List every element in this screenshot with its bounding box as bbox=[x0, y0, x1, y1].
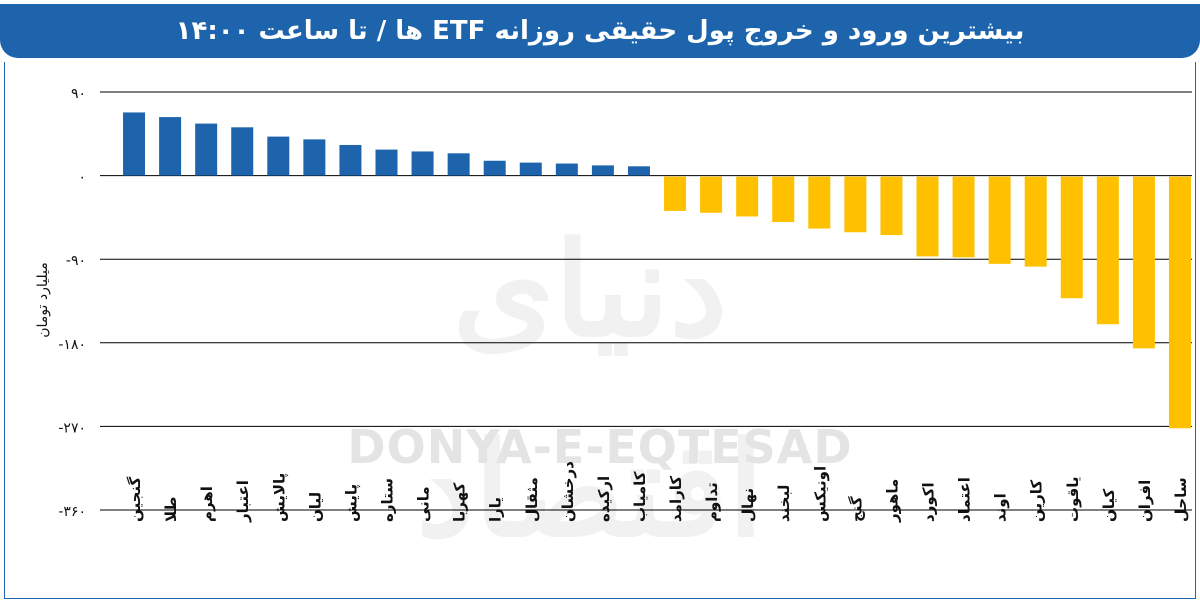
x-tick-label: اهرم bbox=[198, 486, 216, 522]
bar-15 bbox=[627, 166, 650, 176]
bar-4 bbox=[231, 127, 254, 176]
x-tick-label: کامیاب bbox=[631, 471, 649, 522]
x-tick-label: مانی bbox=[415, 486, 433, 522]
y-tick-label: ۰ bbox=[78, 170, 86, 186]
x-tick-label: کارین bbox=[1028, 480, 1046, 522]
x-tick-label: نهال bbox=[739, 488, 757, 522]
bar-25 bbox=[988, 176, 1011, 264]
bar-28 bbox=[1096, 176, 1119, 325]
x-tick-label: لبخند bbox=[775, 485, 793, 522]
bar-21 bbox=[844, 176, 867, 233]
x-tick-label: ماهور bbox=[883, 479, 901, 523]
bar-30 bbox=[1168, 176, 1191, 429]
bar-2 bbox=[159, 117, 182, 176]
x-tick-label: اونیکس bbox=[811, 466, 829, 522]
x-tick-label: پایش bbox=[342, 484, 361, 522]
x-tick-label: تداوم bbox=[703, 482, 721, 522]
bar-29 bbox=[1132, 176, 1155, 349]
chart-title: بیشترین ورود و خروج پول حقیقی روزانه ETF… bbox=[175, 16, 1025, 46]
bar-23 bbox=[916, 176, 939, 257]
bar-1 bbox=[123, 112, 146, 176]
x-tick-label: ساحل bbox=[1172, 477, 1190, 522]
watermark-text: DONYA-E-EQTESAD bbox=[347, 420, 853, 474]
bar-26 bbox=[1024, 176, 1047, 267]
x-tick-label: درخشان bbox=[559, 461, 577, 522]
y-tick-label: -۱۸۰ bbox=[58, 337, 86, 353]
bar-18 bbox=[736, 176, 759, 217]
x-tick-label: اعتماد bbox=[956, 477, 974, 522]
x-tick-label: کارامد bbox=[667, 476, 685, 522]
x-tick-label: اعتبار bbox=[234, 480, 252, 523]
watermark-logo: دنیای اقتصاد bbox=[416, 213, 764, 566]
x-tick-label: اکورد bbox=[920, 482, 938, 522]
bar-17 bbox=[700, 176, 723, 213]
bar-16 bbox=[664, 176, 687, 211]
x-tick-label: مثقال bbox=[523, 477, 541, 522]
bar-22 bbox=[880, 176, 903, 236]
bar-5 bbox=[267, 136, 290, 176]
x-tick-label: گنج bbox=[847, 496, 865, 522]
x-tick-label: پالایش bbox=[270, 473, 289, 522]
bar-20 bbox=[808, 176, 831, 229]
bar-3 bbox=[195, 123, 218, 176]
bar-12 bbox=[519, 162, 542, 176]
bar-24 bbox=[952, 176, 975, 258]
bar-7 bbox=[339, 144, 362, 176]
x-tick-label: کیان bbox=[1100, 488, 1118, 522]
bar-8 bbox=[375, 149, 398, 176]
bar-19 bbox=[772, 176, 795, 223]
x-tick-label: اوند bbox=[992, 493, 1010, 522]
bar-11 bbox=[483, 160, 506, 176]
x-tick-label: یارا bbox=[487, 497, 505, 522]
x-tick-label: لیان bbox=[306, 492, 324, 522]
y-tick-label: ۹۰ bbox=[71, 86, 86, 102]
y-tick-label: -۳۶۰ bbox=[58, 504, 86, 520]
bar-13 bbox=[555, 163, 578, 176]
bar-9 bbox=[411, 151, 434, 176]
header-bar bbox=[0, 4, 1200, 58]
x-tick-label: یاقوت bbox=[1064, 476, 1082, 522]
y-tick-label: -۲۷۰ bbox=[58, 420, 86, 436]
x-tick-label: کهربا bbox=[451, 483, 469, 522]
bar-14 bbox=[591, 165, 614, 176]
header: بیشترین ورود و خروج پول حقیقی روزانه ETF… bbox=[0, 0, 1200, 62]
chart-frame bbox=[4, 62, 1196, 599]
x-tick-label: افران bbox=[1136, 480, 1154, 522]
x-tick-label: ارکیده bbox=[595, 476, 613, 522]
bar-27 bbox=[1060, 176, 1083, 299]
y-tick-label: -۹۰ bbox=[66, 253, 86, 269]
bar-6 bbox=[303, 139, 326, 176]
bar-10 bbox=[447, 153, 470, 176]
x-tick-label: گنجین bbox=[126, 476, 144, 522]
x-tick-label: طلا bbox=[162, 496, 180, 522]
x-tick-label: ستاره bbox=[379, 478, 397, 522]
